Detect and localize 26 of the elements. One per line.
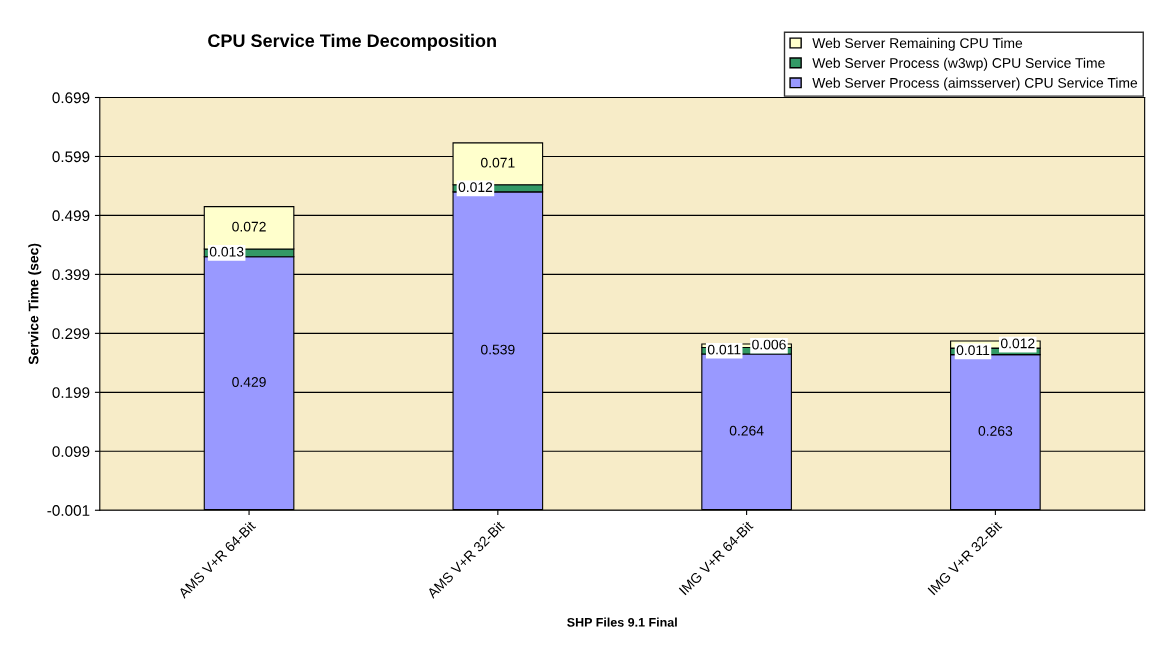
data-label: 0.072: [232, 221, 266, 232]
y-tick-label: 0.099: [52, 446, 90, 457]
data-label: 0.071: [481, 157, 515, 168]
y-tick-label: 0.399: [52, 269, 90, 281]
y-tick-label: 0.599: [52, 151, 90, 163]
data-label: 0.013: [209, 246, 244, 257]
data-label: 0.006: [752, 339, 786, 350]
y-tick-label: 0.299: [52, 328, 90, 340]
data-label: 0.011: [707, 344, 741, 355]
data-label: 0.011: [956, 345, 990, 356]
data-label: 0.429: [232, 377, 266, 387]
data-label: 0.264: [729, 425, 764, 436]
data-label: 0.012: [1000, 338, 1035, 349]
legend-label: Web Server Remaining CPU Time: [812, 37, 1023, 51]
x-axis-title: SHP Files 9.1 Final: [567, 617, 677, 627]
data-label: 0.012: [458, 182, 493, 193]
legend-label: Web Server Process (aimsserver) CPU Service Time: [812, 77, 1138, 91]
y-tick-label: 0.699: [52, 92, 90, 104]
y-tick-label: 0.499: [52, 210, 90, 222]
data-label: 0.539: [481, 344, 515, 355]
data-label: 0.263: [978, 426, 1013, 436]
y-tick-label: 0.199: [52, 387, 90, 399]
y-tick-label: -0.001: [47, 505, 90, 516]
y-axis-title: Service Time (sec): [28, 243, 42, 365]
chart-title: CPU Service Time Decomposition: [208, 33, 496, 51]
legend-label: Web Server Process (w3wp) CPU Service Time: [812, 57, 1105, 71]
